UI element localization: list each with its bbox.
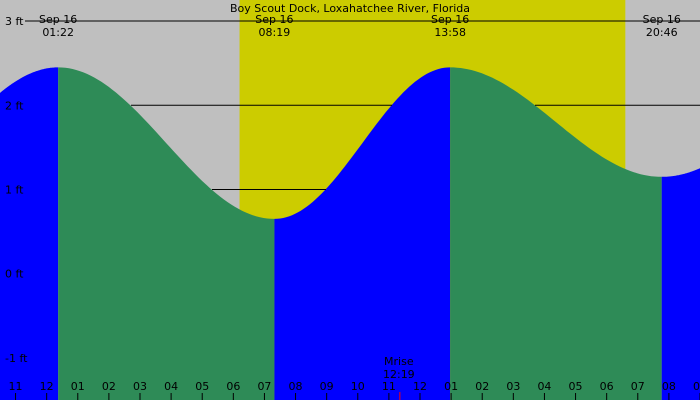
x-tick-label: 05 — [569, 380, 583, 393]
tide-event-date: Sep 16 — [431, 13, 469, 26]
moonrise-time: 12:19 — [383, 368, 415, 381]
x-tick-label: 07 — [631, 380, 645, 393]
x-tick-label: 08 — [662, 380, 676, 393]
x-tick-label: 06 — [226, 380, 240, 393]
x-tick-label: 07 — [257, 380, 271, 393]
tide-event-date: Sep 16 — [39, 13, 77, 26]
y-tick-label: -1 ft — [5, 352, 28, 365]
x-tick-label: 12 — [40, 380, 54, 393]
y-axis-ticks: 3 ft 2 ft 1 ft 0 ft -1 ft — [5, 15, 28, 365]
x-tick-label: 08 — [289, 380, 303, 393]
x-tick-label: 03 — [133, 380, 147, 393]
rising-tide-area — [274, 67, 451, 400]
moonrise-label: Mrise — [384, 355, 414, 368]
tide-event-time: 20:46 — [646, 26, 678, 39]
y-tick-label: 0 ft — [5, 268, 24, 281]
x-tick-label: 06 — [600, 380, 614, 393]
chart-title: Boy Scout Dock, Loxahatchee River, Flori… — [230, 2, 470, 15]
x-tick-label: 09 — [693, 380, 700, 393]
rising-tide-area — [661, 168, 700, 400]
y-tick-label: 2 ft — [5, 99, 24, 112]
rising-tide-area — [0, 67, 59, 400]
reference-lines-layer — [25, 20, 700, 190]
tide-event-date: Sep 16 — [255, 13, 293, 26]
tide-area-layer — [0, 67, 700, 400]
x-tick-label: 09 — [320, 380, 334, 393]
y-tick-label: 1 ft — [5, 183, 24, 196]
x-tick-label: 04 — [537, 380, 551, 393]
x-tick-label: 04 — [164, 380, 178, 393]
x-tick-label: 11 — [382, 380, 396, 393]
x-tick-label: 10 — [351, 380, 365, 393]
tide-event-date: Sep 16 — [643, 13, 681, 26]
x-tick-label: 03 — [506, 380, 520, 393]
x-tick-label: 02 — [102, 380, 116, 393]
tide-event-time: 08:19 — [259, 26, 291, 39]
x-tick-label: 05 — [195, 380, 209, 393]
x-tick-label: 01 — [444, 380, 458, 393]
moonrise-annotation: Mrise 12:19 — [383, 355, 415, 400]
falling-tide-area — [58, 67, 275, 400]
x-tick-label: 11 — [9, 380, 23, 393]
tide-event-time: 01:22 — [42, 26, 74, 39]
x-tick-label: 12 — [413, 380, 427, 393]
x-tick-label: 02 — [475, 380, 489, 393]
x-tick-label: 01 — [71, 380, 85, 393]
x-axis-ticks: 11 12 01 02 03 04 05 06 07 08 09 10 11 12 01 02 03 04 05 06… — [9, 380, 700, 400]
tide-event-time: 13:58 — [434, 26, 466, 39]
y-tick-label: 3 ft — [5, 15, 24, 28]
falling-tide-area — [450, 67, 662, 400]
